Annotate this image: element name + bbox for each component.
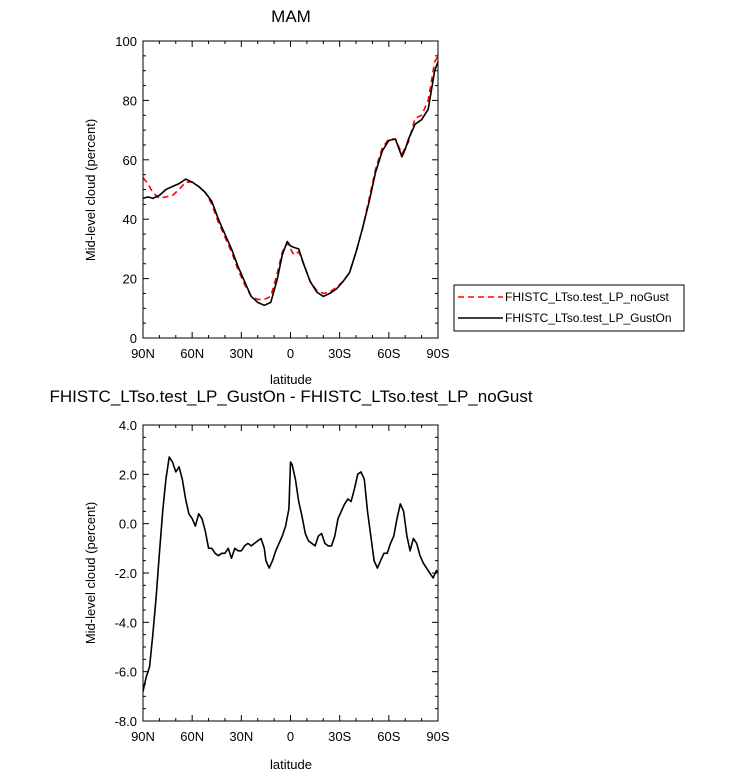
bottom-x-tick-label: 60N (180, 729, 204, 744)
top-y-tick-label: 0 (130, 331, 137, 346)
bottom-y-tick-label: -8.0 (115, 714, 137, 729)
top-x-tick-label: 30N (229, 346, 253, 361)
top-chart-panel: MAM 90N 60N 30N 0 30S 60S 90S 0 20 40 60 80 100 lati… (83, 7, 685, 387)
top-series-line-1 (143, 61, 438, 307)
top-plot-frame (142, 40, 439, 339)
top-x-tick-label: 30S (328, 346, 351, 361)
bottom-y-tick-label: 4.0 (119, 418, 137, 433)
top-x-tick-label: 0 (287, 346, 294, 361)
top-y-tick-label: 100 (115, 34, 137, 49)
bottom-y-axis-label: Mid-level cloud (percent) (83, 502, 98, 644)
legend-label-nogust: FHISTC_LTso.test_LP_noGust (505, 290, 670, 304)
bottom-chart-panel: FHISTC_LTso.test_LP_GustOn - FHISTC_LTso… (49, 387, 532, 772)
bottom-series-line-0 (143, 456, 438, 692)
top-y-tick-label: 60 (123, 153, 137, 168)
top-x-tick-label: 60S (377, 346, 400, 361)
top-x-tick-label: 60N (180, 346, 204, 361)
bottom-x-tick-label: 90S (426, 729, 449, 744)
bottom-x-axis-label: latitude (270, 757, 312, 772)
bottom-x-tick-label: 60S (377, 729, 400, 744)
top-x-axis-label: latitude (270, 372, 312, 387)
top-y-tick-label: 40 (123, 212, 137, 227)
bottom-chart-title: FHISTC_LTso.test_LP_GustOn - FHISTC_LTso… (49, 387, 532, 406)
bottom-y-tick-label: 0.0 (119, 517, 137, 532)
bottom-x-tick-label: 30N (229, 729, 253, 744)
bottom-y-tick-label: -2.0 (115, 566, 137, 581)
legend-box (453, 284, 685, 332)
top-series-line-0 (143, 55, 438, 301)
bottom-x-tick-label: 30S (328, 729, 351, 744)
top-chart-title: MAM (271, 7, 311, 26)
bottom-y-tick-label: -4.0 (115, 615, 137, 630)
bottom-y-tick-label: -6.0 (115, 665, 137, 680)
bottom-y-tick-label: 2.0 (119, 467, 137, 482)
legend: FHISTC_LTso.test_LP_noGust FHISTC_LTso.t… (453, 284, 685, 332)
top-y-tick-label: 80 (123, 93, 137, 108)
top-plot-area: 90N 60N 30N 0 30S 60S 90S 0 20 40 60 80 100 (115, 34, 450, 361)
top-y-axis-label: Mid-level cloud (percent) (83, 119, 98, 261)
bottom-plot-area: 90N 60N 30N 0 30S 60S 90S -8.0 -6.0 -4.0 -2.0 0.0 2.… (115, 418, 450, 744)
bottom-x-tick-label: 90N (131, 729, 155, 744)
top-y-tick-label: 20 (123, 272, 137, 287)
top-x-tick-label: 90S (426, 346, 449, 361)
legend-label-guston: FHISTC_LTso.test_LP_GustOn (505, 311, 672, 325)
bottom-x-tick-label: 0 (287, 729, 294, 744)
top-x-tick-label: 90N (131, 346, 155, 361)
